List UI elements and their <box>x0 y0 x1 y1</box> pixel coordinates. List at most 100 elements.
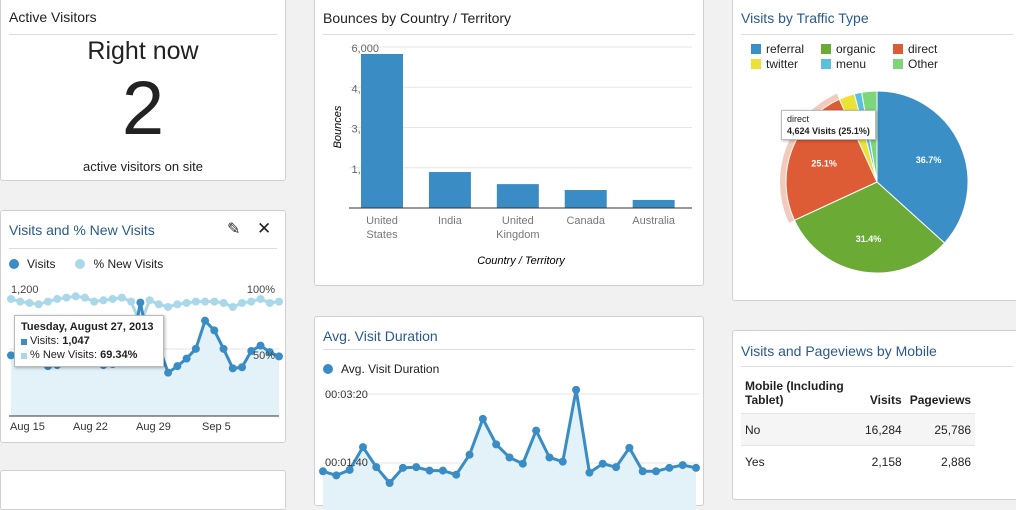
legend-new-visits[interactable]: % New Visits <box>75 257 163 271</box>
duration-point <box>598 459 607 468</box>
legend-organic[interactable]: organic <box>821 42 893 56</box>
visits-point <box>275 352 283 361</box>
duration-point <box>332 471 341 480</box>
new-visits-point <box>80 293 89 302</box>
visits-point <box>164 368 173 377</box>
col-header[interactable]: Mobile (Including Tablet) <box>745 379 844 407</box>
legend-referral[interactable]: referral <box>751 42 821 56</box>
visits-point <box>219 344 228 353</box>
divider <box>323 34 695 35</box>
visits-point <box>7 351 15 360</box>
duration-point <box>345 465 354 474</box>
active-visitors-card: Active Visitors Right now 2 active visit… <box>0 0 286 181</box>
divider <box>741 366 1013 367</box>
duration-area <box>323 389 696 510</box>
duration-point <box>638 467 647 476</box>
duration-point <box>319 467 327 476</box>
x-tick-label: India <box>438 215 463 227</box>
new-visits-point <box>154 300 163 309</box>
duration-point <box>465 450 474 459</box>
duration-point <box>425 466 434 475</box>
bar <box>632 199 675 208</box>
visits-widget: Visits and % New Visits ✎ ✕ Visits % New… <box>0 210 286 443</box>
table-row: No 16,284 25,786 <box>741 413 976 446</box>
slice-label: 36.7% <box>916 155 942 165</box>
duration-point <box>625 443 634 452</box>
legend-menu[interactable]: menu <box>821 57 893 71</box>
new-visits-point <box>256 294 265 303</box>
duration-chart <box>319 385 700 510</box>
new-visits-point <box>7 294 15 303</box>
visits-point <box>191 344 200 353</box>
visits-point <box>256 341 265 350</box>
x-label: Aug 29 <box>136 421 171 433</box>
legend-duration[interactable]: Avg. Visit Duration <box>323 362 439 376</box>
new-visits-point <box>117 293 126 302</box>
pencil-icon[interactable]: ✎ <box>227 221 241 238</box>
duration-point <box>452 470 461 479</box>
legend-direct[interactable]: direct <box>893 42 973 56</box>
new-visits-point <box>25 298 34 307</box>
duration-point <box>492 440 501 449</box>
duration-point <box>652 467 661 476</box>
new-visits-point <box>210 297 219 306</box>
duration-point <box>412 463 421 472</box>
legend-other[interactable]: Other <box>893 57 973 71</box>
y-right-top: 100% <box>246 284 275 296</box>
bounces-widget: Bounces by Country / Territory 1,5003,00… <box>314 0 704 286</box>
duration-widget: Avg. Visit Duration Avg. Visit Duration … <box>314 316 704 510</box>
divider <box>9 34 277 35</box>
visits-point <box>136 298 145 307</box>
new-visits-point <box>127 297 136 306</box>
visits-point <box>173 362 182 371</box>
active-caption: active visitors on site <box>83 159 203 174</box>
duration-point <box>385 479 394 488</box>
visits-point <box>265 348 274 357</box>
empty-widget <box>0 470 286 510</box>
visits-point <box>182 354 191 363</box>
y-label: 00:01:40 <box>325 457 368 469</box>
new-visits-point <box>182 298 191 307</box>
x-label: Sep 5 <box>202 421 231 433</box>
y-left-top: 1,200 <box>11 284 39 296</box>
bar <box>428 172 471 208</box>
new-visits-point <box>265 298 274 307</box>
legend-twitter[interactable]: twitter <box>751 57 821 71</box>
new-visits-point <box>34 300 43 309</box>
widget-title: Visits and Pageviews by Mobile <box>741 343 937 359</box>
new-visits-point <box>99 296 108 305</box>
duration-point <box>478 414 487 423</box>
bounces-chart: 1,5003,0004,5006,000UnitedStatesIndiaUni… <box>332 43 692 267</box>
traffic-pie: 36.7% 31.4% 25.1% <box>780 90 969 274</box>
bar <box>564 190 607 208</box>
pie-legend: referral organic direct twitter menu Other <box>751 42 981 71</box>
duration-point <box>692 463 700 472</box>
duration-point <box>678 461 687 470</box>
visits-point <box>201 316 210 325</box>
duration-point <box>505 453 514 462</box>
new-visits-point <box>275 297 283 306</box>
new-visits-point <box>228 302 237 311</box>
duration-point <box>572 385 581 394</box>
new-visits-point <box>43 297 52 306</box>
duration-point <box>532 426 541 435</box>
x-tick-label: United States <box>366 215 398 241</box>
pie-slice-referral <box>876 90 969 244</box>
y-tick-label: 6,000 <box>351 43 379 55</box>
col-header[interactable]: Pageviews <box>909 393 972 407</box>
new-visits-point <box>201 297 210 306</box>
x-label: Aug 15 <box>10 421 45 433</box>
x-label: Aug 22 <box>73 421 108 433</box>
new-visits-point <box>62 293 71 302</box>
legend-visits[interactable]: Visits <box>9 257 55 271</box>
close-icon[interactable]: ✕ <box>257 219 272 238</box>
widget-title: Visits by Traffic Type <box>741 10 869 26</box>
x-axis-title: Country / Territory <box>477 255 566 267</box>
bar <box>361 53 403 208</box>
slice-label: 25.1% <box>811 158 837 168</box>
y-right-mid: 50% <box>252 350 275 362</box>
card-title: Active Visitors <box>9 9 97 25</box>
col-header[interactable]: Visits <box>869 393 902 407</box>
new-visits-point <box>247 297 256 306</box>
widget-title: Visits and % New Visits <box>9 222 155 238</box>
